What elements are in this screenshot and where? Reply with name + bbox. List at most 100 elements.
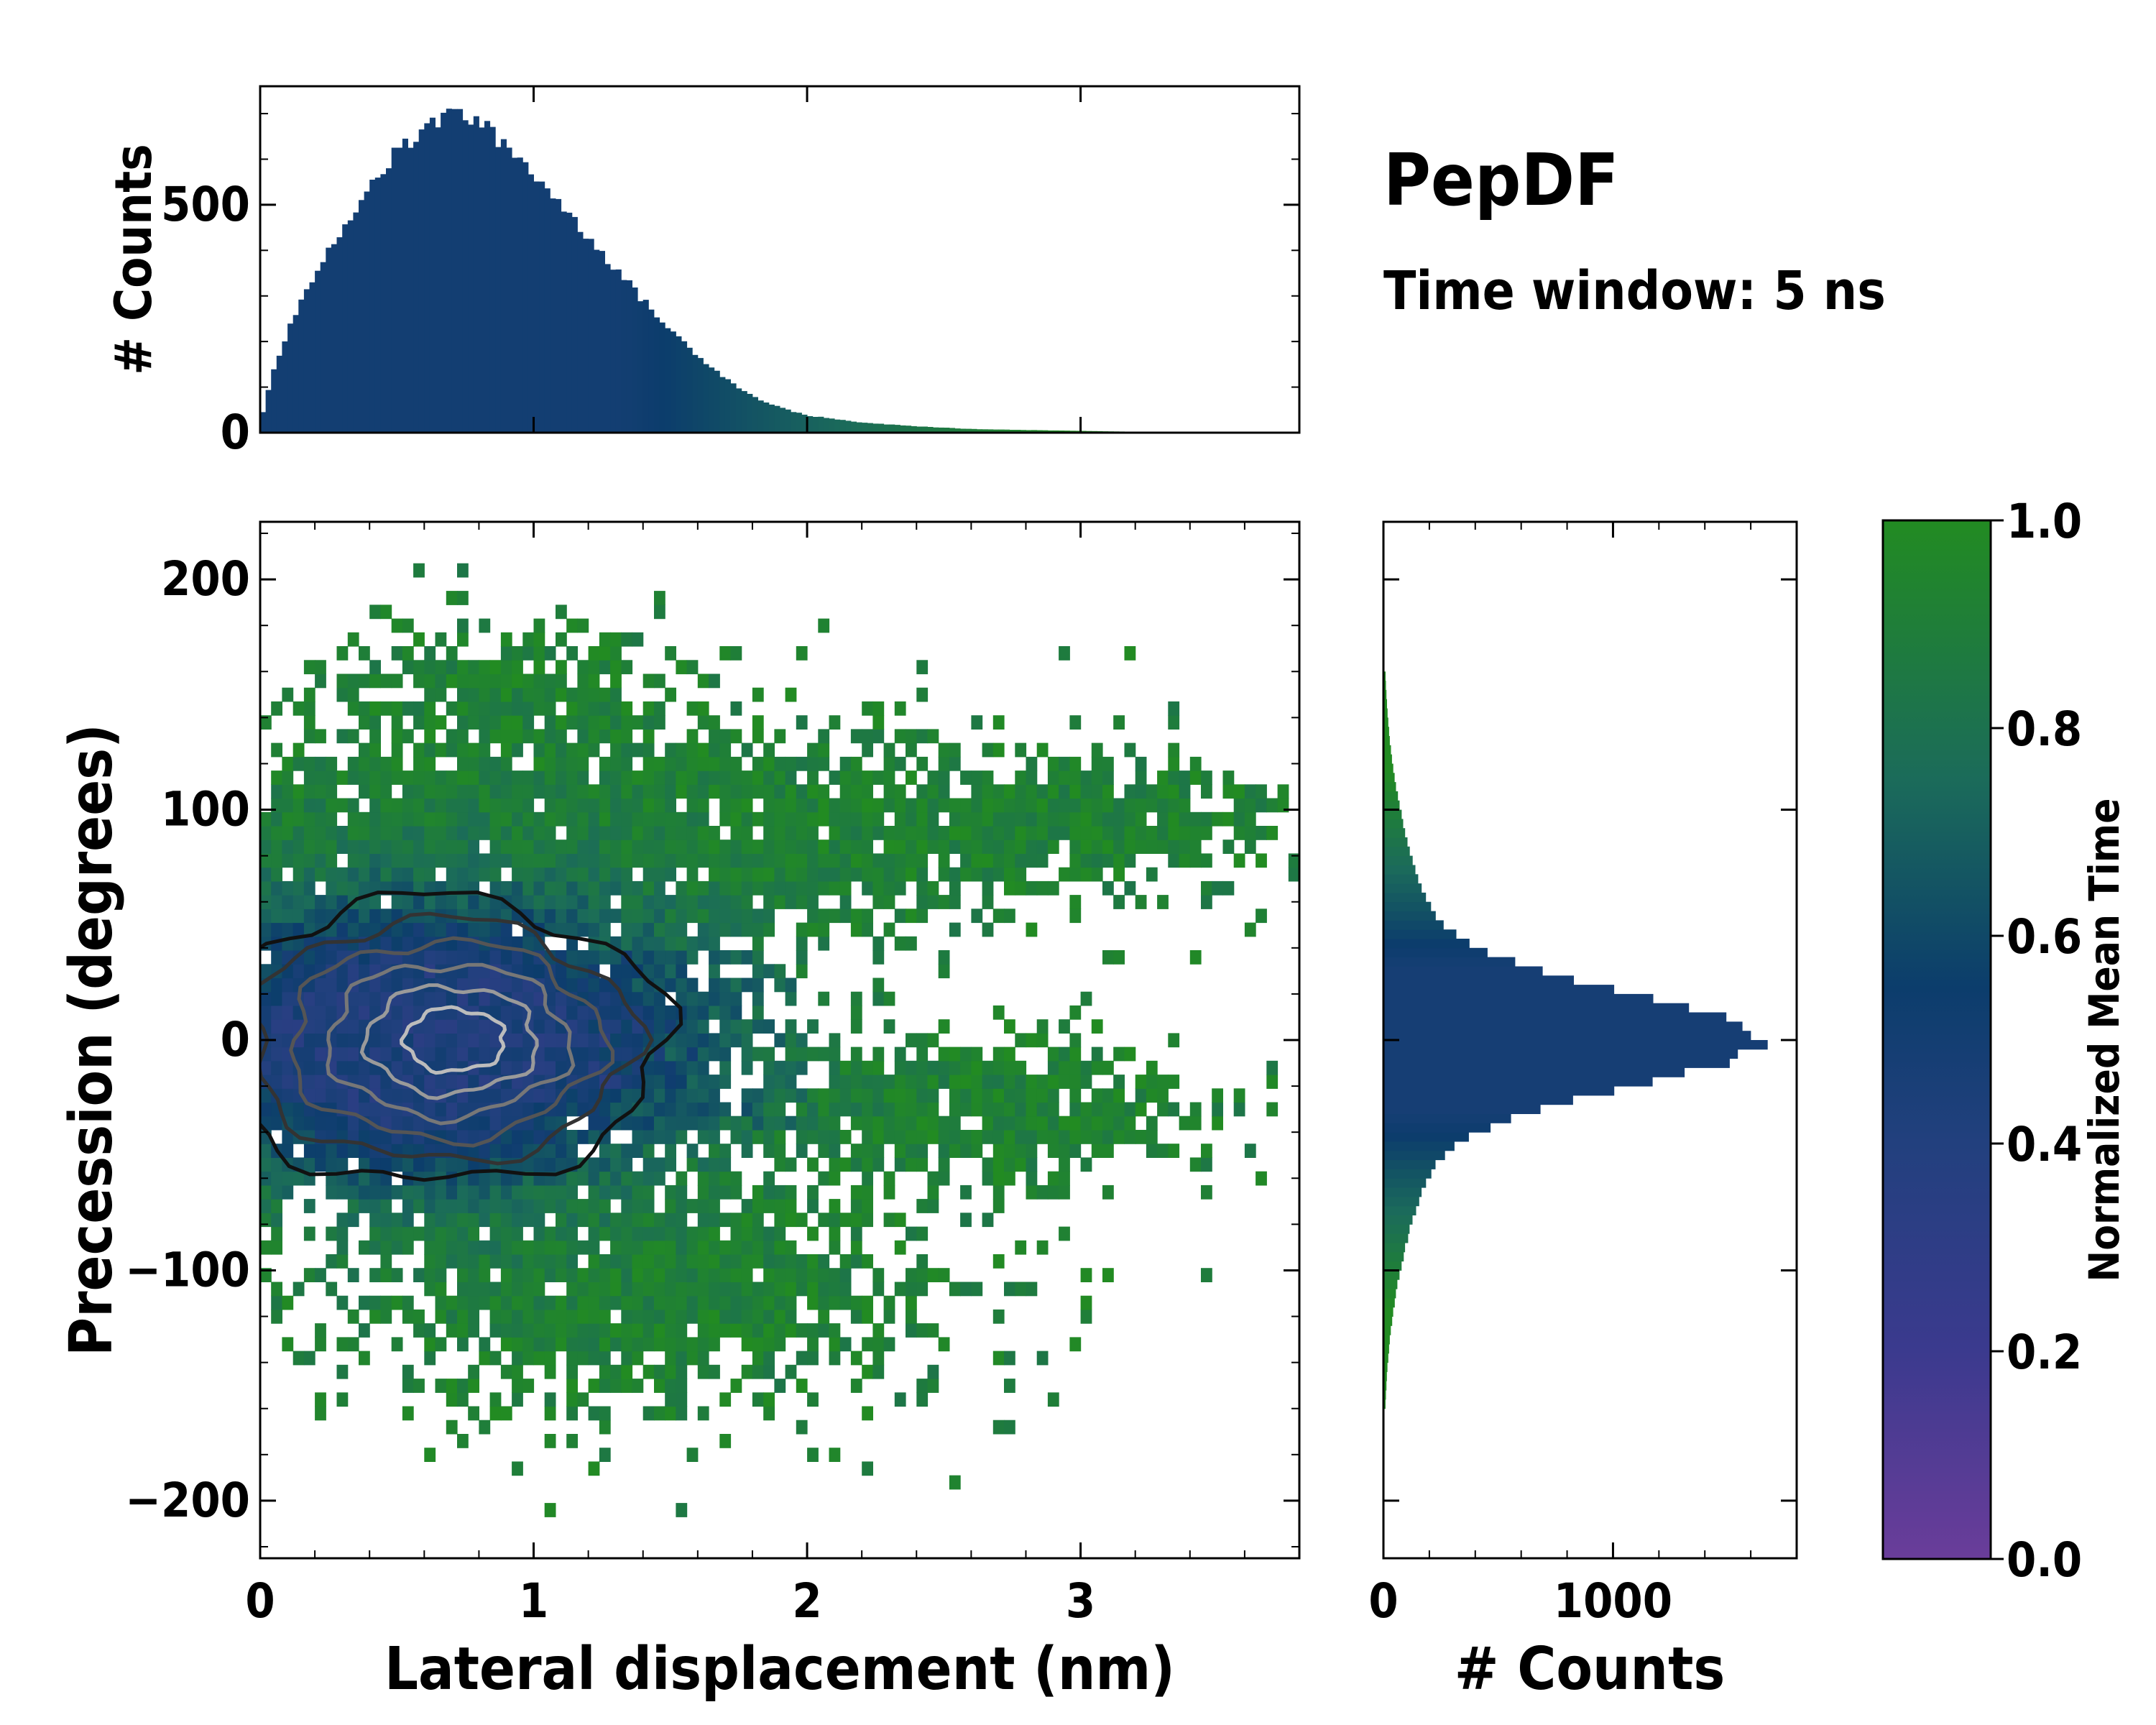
heatmap-cell — [862, 1088, 873, 1103]
heatmap-cell — [303, 853, 315, 868]
heatmap-cell — [774, 840, 786, 854]
heatmap-cell — [763, 1046, 775, 1062]
heatmap-cell — [533, 646, 545, 661]
heatmap-cell — [730, 867, 742, 882]
heatmap-cell — [1189, 853, 1202, 868]
heatmap-cell — [489, 1406, 502, 1421]
heatmap-cell — [610, 1019, 622, 1034]
heatmap-cell — [512, 687, 523, 702]
heatmap-cell — [807, 1268, 819, 1282]
heatmap-cell — [862, 729, 873, 744]
heatmap-cell — [697, 1323, 709, 1338]
heatmap-cell — [709, 950, 720, 965]
heatmap-cell — [862, 770, 873, 785]
heatmap-cell — [479, 729, 491, 744]
heatmap-cell — [774, 1088, 786, 1103]
heatmap-cell — [522, 1337, 535, 1352]
heatmap-cell — [533, 880, 545, 896]
heatmap-cell — [632, 895, 644, 909]
heatmap-cell — [632, 770, 644, 785]
heatmap-cell — [424, 1046, 436, 1062]
heatmap-cell — [446, 1199, 458, 1213]
heatmap-cell — [500, 1295, 512, 1310]
heatmap-cell — [862, 853, 873, 868]
heatmap-cell — [326, 1184, 338, 1200]
heatmap-cell — [642, 1075, 655, 1089]
heatmap-cell — [391, 922, 403, 937]
heatmap-cell — [599, 978, 611, 993]
heatmap-cell — [1168, 715, 1180, 730]
right-histogram-bar — [1383, 1049, 1738, 1059]
heatmap-cell — [719, 742, 732, 758]
top-histogram-bar — [1042, 430, 1049, 433]
heatmap-cell — [599, 1364, 611, 1379]
heatmap-cell — [1256, 798, 1267, 813]
heatmap-cell — [730, 908, 742, 924]
heatmap-cell — [906, 908, 917, 924]
heatmap-cell — [544, 1392, 556, 1407]
heatmap-cell — [326, 1144, 338, 1158]
heatmap-cell — [556, 1268, 567, 1282]
heatmap-cell — [665, 1116, 676, 1131]
heatmap-cell — [785, 1116, 797, 1131]
heatmap-cell — [818, 1046, 830, 1062]
heatmap-cell — [642, 1171, 655, 1186]
heatmap-cell — [862, 840, 873, 854]
heatmap-cell — [1135, 1102, 1147, 1117]
heatmap-cell — [610, 1364, 622, 1379]
heatmap-cell — [599, 880, 611, 896]
heatmap-cell — [533, 867, 545, 882]
heatmap-cell — [599, 1199, 611, 1213]
heatmap-cell — [599, 646, 611, 661]
heatmap-cell — [1026, 922, 1038, 937]
heatmap-cell — [982, 922, 994, 937]
heatmap-cell — [1091, 826, 1103, 840]
heatmap-cell — [446, 1295, 458, 1310]
top-histogram-bar — [703, 364, 709, 433]
heatmap-cell — [850, 1116, 862, 1131]
heatmap-cell — [303, 701, 315, 716]
heatmap-cell — [916, 756, 929, 771]
heatmap-cell — [446, 895, 458, 909]
heatmap-cell — [468, 1033, 479, 1048]
heatmap-cell — [336, 964, 349, 979]
heatmap-cell — [719, 1392, 732, 1407]
heatmap-cell — [566, 908, 578, 924]
heatmap-cell — [829, 1157, 841, 1172]
heatmap-cell — [533, 853, 545, 868]
heatmap-cell — [642, 715, 655, 730]
heatmap-cell — [1102, 1144, 1114, 1158]
heatmap-cell — [960, 1102, 972, 1117]
heatmap-cell — [949, 880, 961, 896]
heatmap-cell — [654, 604, 665, 620]
heatmap-cell — [359, 1005, 370, 1020]
heatmap-cell — [479, 1144, 491, 1158]
heatmap-cell — [686, 840, 699, 854]
heatmap-cell — [544, 1226, 556, 1241]
heatmap-cell — [741, 1323, 753, 1338]
heatmap-cell — [752, 867, 764, 882]
heatmap-cell — [435, 660, 447, 675]
heatmap-cell — [413, 922, 425, 937]
heatmap-cell — [621, 784, 633, 799]
heatmap-cell — [621, 1337, 633, 1352]
heatmap-cell — [369, 701, 381, 716]
heatmap-cell — [665, 1337, 676, 1352]
top-histogram-bar — [670, 331, 676, 433]
heatmap-cell — [1080, 1157, 1092, 1172]
right-histogram-ticks: 0 1000 — [1368, 522, 1797, 1629]
heatmap-cell — [1168, 798, 1180, 813]
heatmap-cell — [1047, 756, 1059, 771]
heatmap-cell — [807, 895, 819, 909]
heatmap-cell — [850, 1184, 862, 1200]
heatmap-cell — [719, 729, 732, 744]
heatmap-cell — [359, 853, 370, 868]
heatmap-cell — [512, 660, 523, 675]
top-histogram-bar — [473, 116, 479, 433]
heatmap-cell — [435, 742, 447, 758]
heatmap-cell — [556, 673, 567, 689]
heatmap-cell — [446, 1379, 458, 1393]
heatmap-cell — [654, 1102, 665, 1117]
heatmap-cell — [654, 950, 665, 965]
heatmap-cell — [588, 1295, 600, 1310]
